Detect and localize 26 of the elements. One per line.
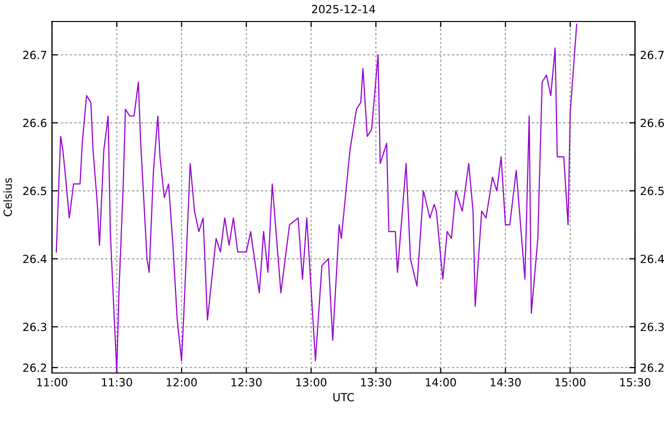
y-tick-label: 26.3 <box>23 322 46 332</box>
chart-title: 2025-12-14 <box>312 4 376 14</box>
x-tick-label: 13:30 <box>361 378 392 386</box>
x-tick-label: 15:30 <box>620 378 650 386</box>
y2-tick-label: 26.4 <box>640 254 664 264</box>
x-tick-label: 13:00 <box>296 378 326 386</box>
y2-tick-label: 26.3 <box>640 322 664 332</box>
x-tick-label: 12:30 <box>232 378 262 386</box>
x-axis-title: UTC <box>333 392 354 402</box>
y-tick-label: 26.2 <box>23 364 46 372</box>
y-tick-label: 26.6 <box>23 118 46 128</box>
y2-tick-label: 26.7 <box>640 50 664 60</box>
x-tick-label: 14:00 <box>426 378 456 386</box>
x-tick-label: 11:00 <box>37 378 68 386</box>
y2-tick-label: 26.6 <box>640 118 664 128</box>
x-tick-label: 14:30 <box>490 378 521 386</box>
y2-tick-label: 26.5 <box>640 186 664 196</box>
y-tick-label: 26.4 <box>23 254 47 264</box>
y-tick-label: 26.5 <box>23 186 46 196</box>
y-tick-label: 26.7 <box>23 50 46 60</box>
y2-tick-label: 26.2 <box>640 364 664 372</box>
x-tick-label: 15:00 <box>555 378 586 386</box>
x-tick-label: 11:30 <box>102 378 132 386</box>
y-axis-title: Celsius <box>3 178 12 216</box>
x-tick-label: 12:00 <box>166 378 197 386</box>
line-series <box>56 24 578 372</box>
